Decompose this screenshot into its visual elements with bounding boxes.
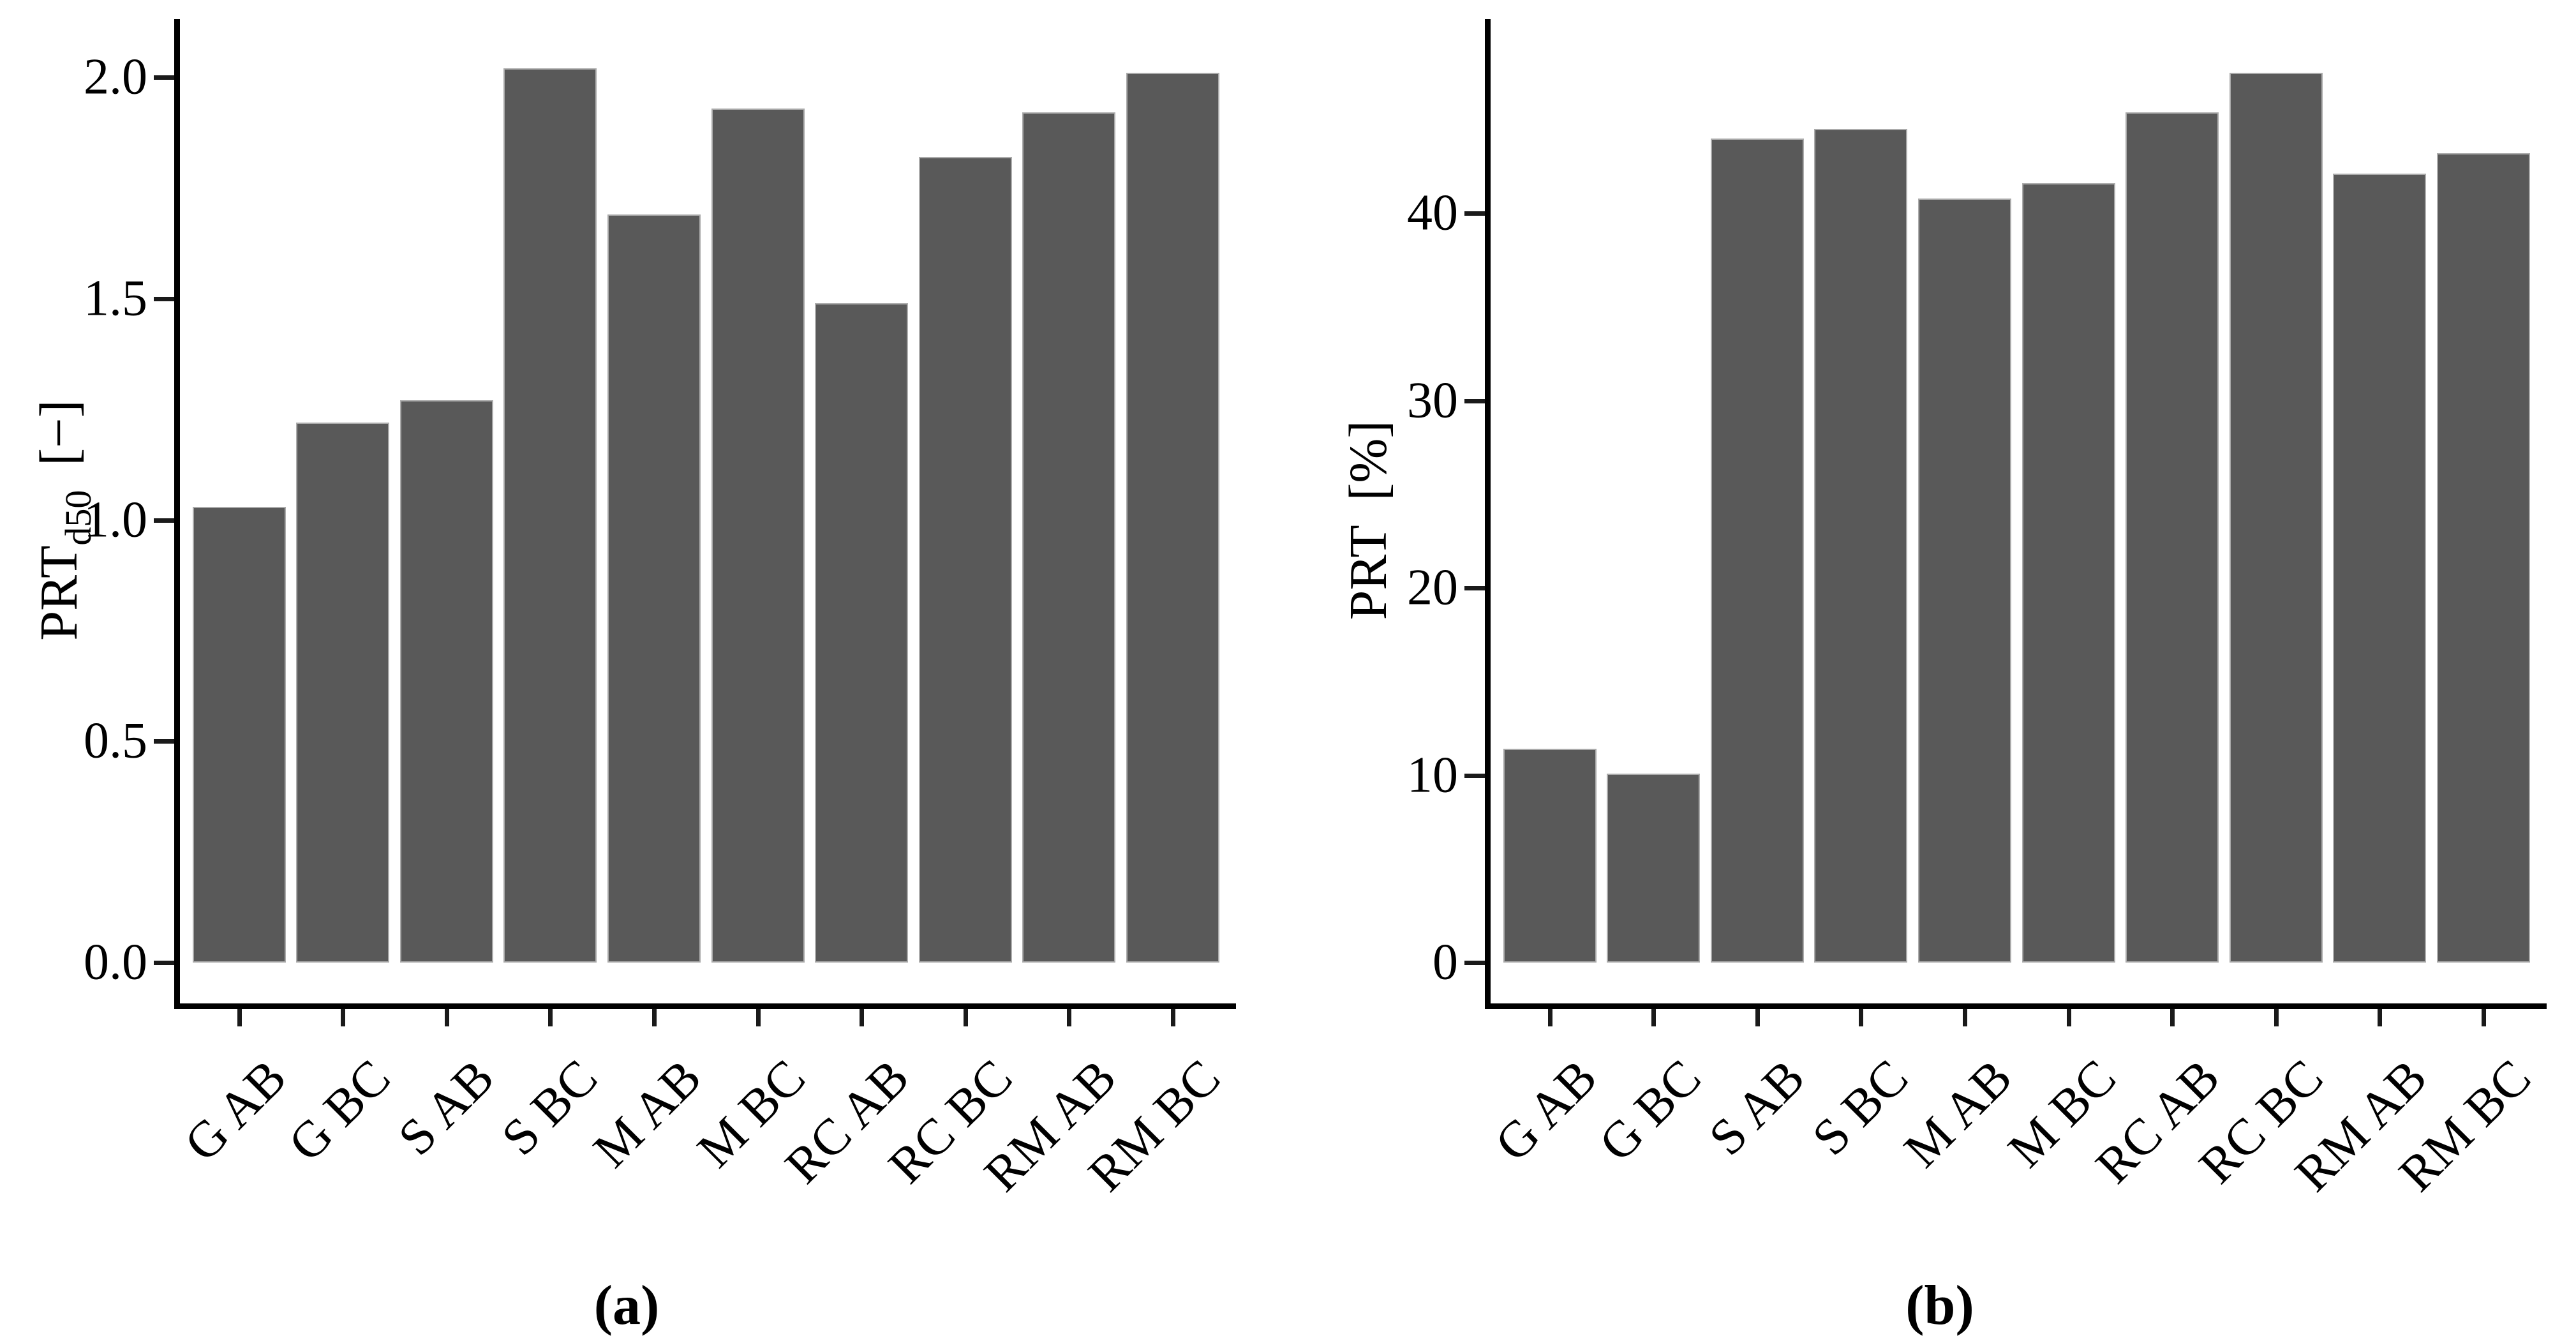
y-tick-label: 1.0 [84,491,147,548]
y-tick-mark [154,518,174,523]
bar-rm-bc [2436,153,2530,963]
bar-m-bc [2021,183,2115,963]
y-axis-label-b: PRT [%] [1337,421,1409,620]
x-tick-mark [1962,1009,1967,1026]
bar-m-ab [1917,198,2011,963]
bar-rm-ab [2333,174,2427,963]
y-axis-label-b-main: PRT [1339,525,1398,620]
y-tick-label: 0 [1433,934,1458,991]
bar-s-bc [1814,128,1908,963]
x-tick-mark [1547,1009,1552,1026]
x-tick-mark [444,1009,449,1026]
bar-s-ab [399,400,493,963]
y-tick-label: 10 [1407,747,1458,803]
y-tick-mark [1464,961,1485,965]
x-category-label: G BC [278,1049,401,1173]
y-tick-mark [1464,586,1485,590]
bar-rm-ab [1022,112,1116,963]
x-tick-mark [860,1009,865,1026]
x-category-label: S AB [387,1049,505,1167]
x-tick-mark [1170,1009,1175,1026]
y-axis-line-a [174,19,180,1009]
x-tick-mark [2274,1009,2279,1026]
x-tick-mark [651,1009,657,1026]
caption-a: (a) [593,1275,660,1337]
x-tick-mark [2378,1009,2383,1026]
x-category-label: G AB [174,1049,297,1173]
y-tick-mark [154,961,174,965]
bar-rc-ab [815,303,909,963]
y-tick-label: 30 [1407,372,1458,428]
x-axis-line-b [1485,1003,2547,1009]
y-tick-mark [154,296,174,301]
x-category-label: S BC [1802,1049,1919,1167]
bar-m-ab [607,214,701,963]
y-tick-label: 2.0 [84,49,147,105]
x-tick-mark [963,1009,968,1026]
x-category-label: G AB [1484,1049,1608,1173]
y-tick-label: 1.5 [84,270,147,327]
y-tick-mark [1464,211,1485,216]
y-tick-label: 0.5 [84,712,147,769]
bar-s-ab [1710,138,1804,963]
y-axis-label-a-main: PRT [29,545,89,641]
y-axis-line-b [1485,19,1491,1009]
x-tick-mark [1067,1009,1072,1026]
bar-m-bc [711,108,805,963]
x-tick-mark [2066,1009,2071,1026]
y-tick-label: 20 [1407,559,1458,616]
x-tick-mark [756,1009,761,1026]
bar-rm-bc [1126,73,1219,963]
bar-s-bc [503,68,597,963]
y-tick-mark [1464,773,1485,778]
caption-b: (b) [1905,1275,1974,1337]
bar-g-bc [296,422,390,963]
x-tick-mark [2170,1009,2175,1026]
bar-g-ab [192,506,286,963]
y-tick-label: 0.0 [84,934,147,991]
x-category-label: M AB [1893,1049,2023,1178]
x-tick-mark [237,1009,242,1026]
x-tick-mark [1755,1009,1760,1026]
bar-g-ab [1503,749,1597,963]
y-tick-label: 40 [1407,184,1458,241]
x-category-label: M AB [583,1049,712,1178]
x-category-label: G BC [1588,1049,1712,1173]
y-tick-mark [154,75,174,80]
x-category-label: S AB [1698,1049,1815,1167]
x-tick-mark [548,1009,553,1026]
y-tick-mark [154,739,174,744]
x-tick-mark [1651,1009,1657,1026]
x-category-label: S BC [491,1049,609,1167]
x-axis-line-a [174,1003,1236,1009]
bar-rc-bc [918,156,1012,963]
y-tick-mark [1464,398,1485,403]
y-axis-label-a-unit: [−] [29,400,89,466]
x-tick-mark [341,1009,346,1026]
bar-g-bc [1607,773,1701,963]
y-axis-label-b-unit: [%] [1339,420,1398,501]
bar-rc-bc [2229,72,2323,963]
x-tick-mark [2481,1009,2486,1026]
x-tick-mark [1859,1009,1864,1026]
bar-rc-ab [2126,112,2219,963]
